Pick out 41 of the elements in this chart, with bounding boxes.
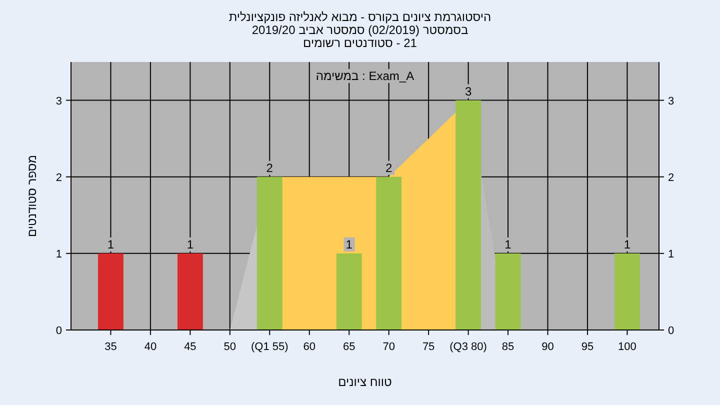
data-label: 3 bbox=[464, 84, 472, 98]
x-tick-label: 70 bbox=[382, 341, 395, 353]
x-tick-label: 95 bbox=[581, 341, 594, 353]
x-tick-label: 60 bbox=[303, 341, 316, 353]
y2-tick-label: 0 bbox=[668, 325, 674, 337]
y-axis-title: מספר סטודנטים bbox=[25, 154, 39, 238]
data-label: 2 bbox=[266, 160, 274, 175]
y-tick-label: 3 bbox=[56, 95, 62, 108]
chart-subtitle: בסמסטר (02/2019) סמסטר אביב 2019/20 bbox=[252, 23, 468, 37]
bar bbox=[376, 176, 402, 330]
x-tick-label: 35 bbox=[104, 341, 117, 353]
y-tick-label: 0 bbox=[56, 325, 62, 337]
y-tick-label: 1 bbox=[56, 248, 62, 260]
data-label: 1 bbox=[624, 237, 631, 252]
x-tick-label: 100 bbox=[618, 341, 636, 353]
y2-tick-label: 3 bbox=[668, 95, 674, 108]
x-axis-title: טווח ציונים bbox=[338, 375, 392, 389]
bar bbox=[177, 253, 203, 330]
chart-title: היסטוגרמת ציונים בקורס - מבוא לאנליזה פונקציונלית bbox=[228, 10, 492, 24]
x-tick-label: 45 bbox=[184, 341, 196, 353]
x-tick-label: (Q3 80) bbox=[450, 341, 487, 353]
x-tick-label: 90 bbox=[542, 341, 554, 353]
y2-tick-label: 2 bbox=[668, 172, 674, 184]
x-tick-label: 85 bbox=[502, 341, 514, 353]
data-label: 1 bbox=[346, 237, 353, 252]
data-label: 2 bbox=[385, 160, 392, 175]
data-label: 1 bbox=[504, 237, 512, 252]
annotation: Exam_A : במשימה bbox=[316, 69, 414, 83]
y-tick-label: 2 bbox=[56, 172, 62, 184]
bar bbox=[98, 253, 124, 330]
data-label: 1 bbox=[107, 237, 114, 252]
data-label: 1 bbox=[186, 237, 194, 252]
x-tick-label: 40 bbox=[144, 341, 157, 353]
x-tick-label: 50 bbox=[224, 341, 236, 353]
bar bbox=[336, 253, 362, 330]
text: 21 - סטודנטים רשומים bbox=[303, 36, 418, 50]
y2-tick-label: 1 bbox=[668, 248, 674, 260]
x-tick-label: (Q1 55) bbox=[251, 341, 288, 353]
x-tick-label: 65 bbox=[342, 341, 356, 353]
x-tick-label: 75 bbox=[422, 341, 435, 353]
bar bbox=[614, 253, 640, 330]
